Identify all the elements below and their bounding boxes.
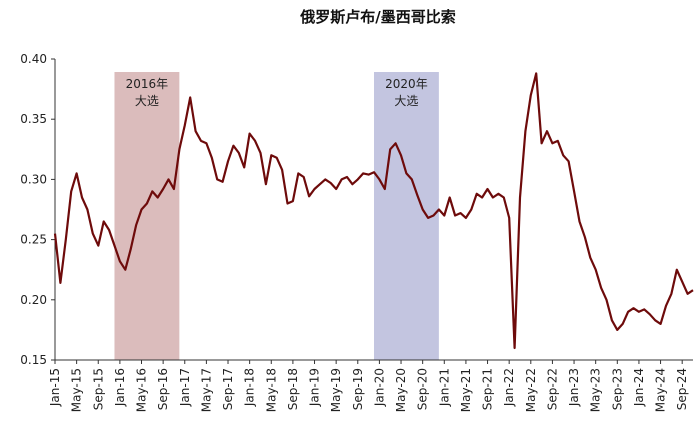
x-tick-label: Sep-23 xyxy=(610,368,624,410)
series-layer xyxy=(53,72,694,350)
x-axis: Jan-15 May-15 Sep-15 Jan-16 May-16 Sep-16 Jan-… xyxy=(48,359,693,412)
x-tick-label: Jan-15 xyxy=(48,368,62,407)
y-tick-label: 0.35 xyxy=(20,112,47,126)
chart-title: 俄罗斯卢布/墨西哥比索 xyxy=(299,8,455,26)
x-tick-label: Jan-23 xyxy=(567,368,581,407)
x-tick-label: May-20 xyxy=(394,368,408,412)
x-tick-label: Sep-16 xyxy=(156,368,170,410)
x-tick-label: May-19 xyxy=(329,368,343,412)
x-tick-label: Jan-17 xyxy=(178,368,192,407)
x-tick-label: Sep-15 xyxy=(91,368,105,410)
x-tick-label: May-21 xyxy=(459,368,473,412)
y-tick-label: 0.30 xyxy=(20,172,47,186)
y-tick-label: 0.20 xyxy=(20,293,47,307)
x-tick-label: May-18 xyxy=(264,368,278,412)
band-label-year: 2020年 xyxy=(385,77,428,91)
x-tick-label: Jan-22 xyxy=(502,368,516,407)
y-tick-label: 0.15 xyxy=(20,353,47,367)
x-tick-label: May-15 xyxy=(70,368,84,412)
x-tick-label: May-23 xyxy=(589,368,603,412)
x-tick-label: Sep-17 xyxy=(221,368,235,410)
series-line-1 xyxy=(53,72,694,350)
x-tick-label: Sep-24 xyxy=(675,368,689,410)
x-tick-label: May-24 xyxy=(654,368,668,412)
x-tick-label: Jan-24 xyxy=(632,368,646,407)
election-band-2 xyxy=(374,72,439,360)
election-band-1 xyxy=(114,72,180,360)
band-label-year: 2016年 xyxy=(126,77,169,91)
x-tick-label: Jan-16 xyxy=(113,368,127,407)
x-tick-label: Jan-20 xyxy=(372,368,386,407)
x-tick-label: Jan-21 xyxy=(437,368,451,407)
x-tick-label: Sep-21 xyxy=(481,368,495,410)
y-tick-label: 0.40 xyxy=(20,52,47,66)
y-axis: 0.40 0.35 0.30 0.25 0.20 0.15 xyxy=(20,52,56,367)
x-tick-label: Sep-20 xyxy=(416,368,430,410)
band-label-event: 大选 xyxy=(135,94,159,108)
band-label-event: 大选 xyxy=(394,94,418,108)
x-tick-label: May-22 xyxy=(524,368,538,412)
x-tick-label: Jan-18 xyxy=(243,368,257,407)
x-tick-label: Sep-18 xyxy=(286,368,300,410)
y-tick-label: 0.25 xyxy=(20,233,47,247)
x-tick-label: May-16 xyxy=(135,368,149,412)
x-tick-label: Sep-19 xyxy=(351,368,365,410)
x-tick-label: Jan-19 xyxy=(308,368,322,407)
x-tick-label: Sep-22 xyxy=(545,368,559,410)
x-tick-label: May-17 xyxy=(199,368,213,412)
